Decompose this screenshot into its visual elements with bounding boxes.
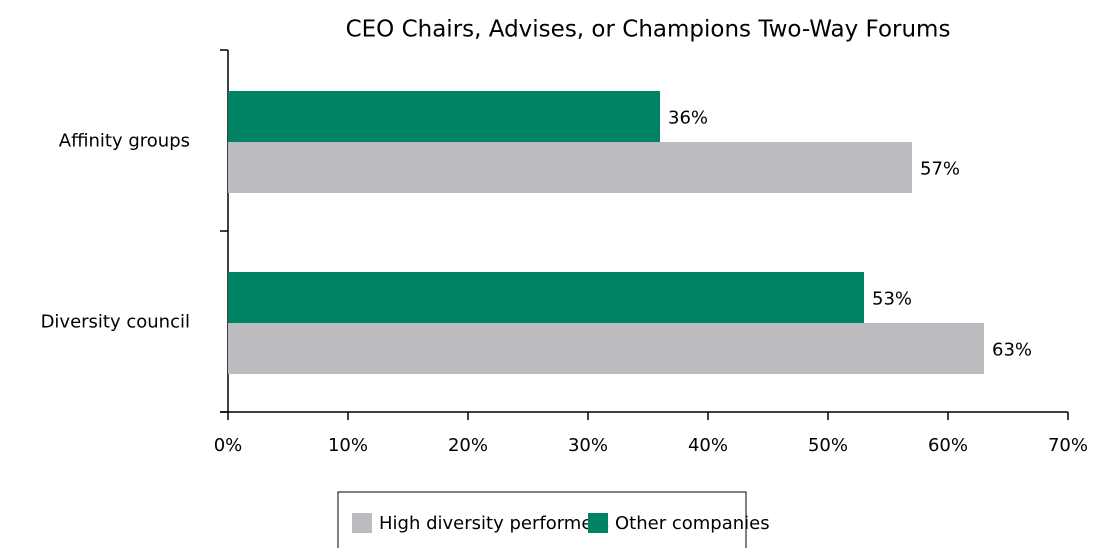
value-label: 57% [920, 159, 960, 180]
y-tick-label: Diversity council [41, 312, 190, 333]
value-label: 63% [992, 340, 1032, 361]
x-tick-label: 30% [568, 435, 608, 456]
bar [228, 323, 984, 374]
legend-box [337, 491, 747, 548]
x-tick-label: 50% [808, 435, 848, 456]
chart-title: CEO Chairs, Advises, or Champions Two-Wa… [346, 17, 951, 43]
x-tick-label: 10% [328, 435, 368, 456]
x-tick-label: 60% [928, 435, 968, 456]
x-tick-label: 70% [1048, 435, 1088, 456]
x-tick-label: 0% [214, 435, 243, 456]
x-tick-label: 20% [448, 435, 488, 456]
legend-swatch [588, 513, 608, 533]
value-label: 36% [668, 108, 708, 129]
bar [228, 91, 660, 142]
legend-swatch [352, 513, 372, 533]
value-label: 53% [872, 289, 912, 310]
y-tick-label: Affinity groups [59, 131, 190, 152]
bar [228, 142, 912, 193]
x-tick-label: 40% [688, 435, 728, 456]
legend-label: Other companies [615, 513, 770, 534]
legend-label: High diversity performers [379, 513, 609, 534]
bar [228, 272, 864, 323]
